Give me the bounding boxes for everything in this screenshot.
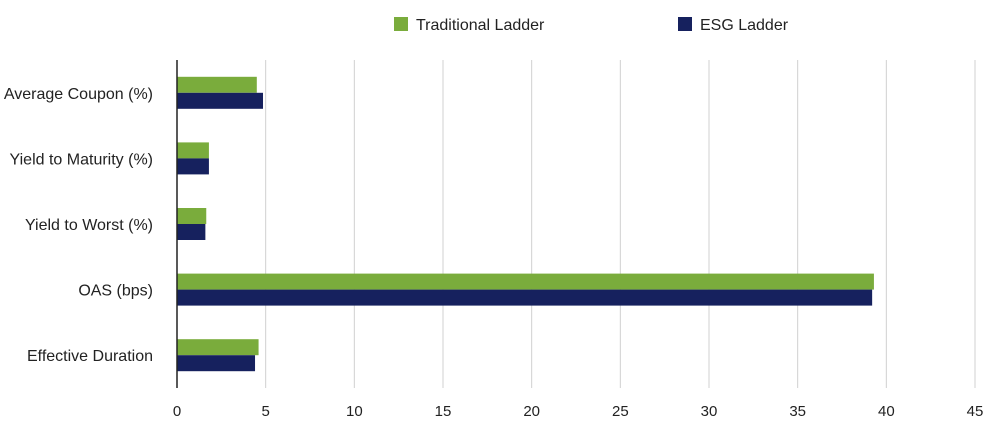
bar-traditional xyxy=(177,208,207,224)
x-tick-label: 10 xyxy=(346,403,363,420)
x-tick-label: 25 xyxy=(612,403,629,420)
x-tick-label: 0 xyxy=(173,403,181,420)
category-label: Yield to Worst (%) xyxy=(25,217,153,234)
legend-swatch-traditional xyxy=(394,17,408,31)
legend-label-traditional: Traditional Ladder xyxy=(416,17,545,34)
bar-traditional xyxy=(177,76,257,93)
legend-swatch-esg xyxy=(678,17,692,31)
bar-traditional xyxy=(177,142,209,159)
category-label: Average Coupon (%) xyxy=(4,86,153,103)
category-label: Effective Duration xyxy=(27,348,153,365)
bar-traditional xyxy=(177,339,259,356)
x-tick-label: 35 xyxy=(789,403,806,420)
bars xyxy=(177,76,874,372)
x-tick-label: 40 xyxy=(878,403,895,420)
x-tick-label: 5 xyxy=(261,403,269,420)
x-tick-label: 45 xyxy=(967,403,984,420)
gridlines xyxy=(265,60,976,388)
legend-label-esg: ESG Ladder xyxy=(700,17,789,34)
x-tick-label: 30 xyxy=(701,403,718,420)
category-label: OAS (bps) xyxy=(78,283,153,300)
bar-esg xyxy=(177,224,206,240)
bar-traditional xyxy=(177,273,874,290)
bar-esg xyxy=(177,355,256,372)
axes: 0 5 10 15 20 25 30 35 40 45 Average Coupon (%) Yiel… xyxy=(4,60,983,420)
x-tick-label: 15 xyxy=(435,403,452,420)
legend: Traditional Ladder ESG Ladder xyxy=(394,17,789,34)
bar-esg xyxy=(177,92,264,109)
bar-esg xyxy=(177,289,873,306)
bar-esg xyxy=(177,158,209,175)
x-tick-label: 20 xyxy=(523,403,540,420)
category-label: Yield to Maturity (%) xyxy=(10,151,153,168)
